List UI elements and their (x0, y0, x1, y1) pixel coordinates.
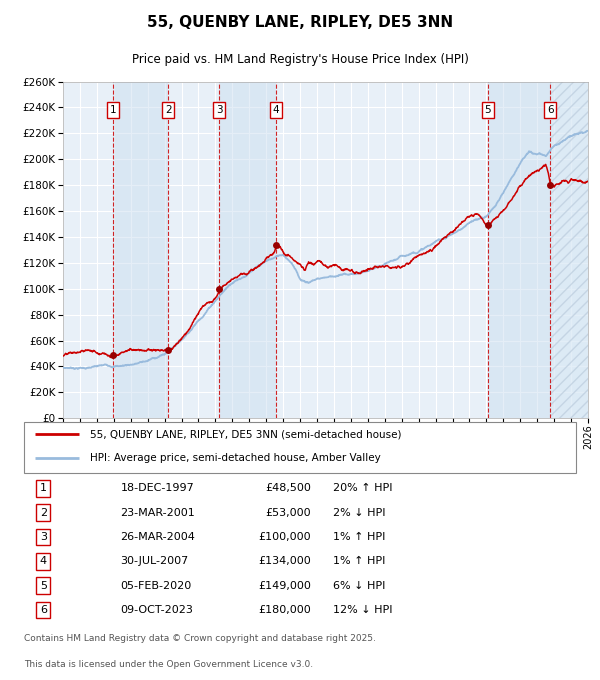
Text: 09-OCT-2023: 09-OCT-2023 (121, 605, 193, 615)
Text: 26-MAR-2004: 26-MAR-2004 (121, 532, 196, 542)
Text: £180,000: £180,000 (258, 605, 311, 615)
Text: 6: 6 (547, 105, 554, 115)
Text: 3: 3 (216, 105, 223, 115)
Text: 1: 1 (110, 105, 116, 115)
Text: 2% ↓ HPI: 2% ↓ HPI (333, 507, 386, 517)
Text: 20% ↑ HPI: 20% ↑ HPI (333, 483, 392, 493)
Text: 6: 6 (40, 605, 47, 615)
Text: £53,000: £53,000 (265, 507, 311, 517)
Text: 30-JUL-2007: 30-JUL-2007 (121, 556, 189, 566)
Text: Price paid vs. HM Land Registry's House Price Index (HPI): Price paid vs. HM Land Registry's House … (131, 53, 469, 66)
Text: Contains HM Land Registry data © Crown copyright and database right 2025.: Contains HM Land Registry data © Crown c… (24, 634, 376, 643)
Text: 4: 4 (273, 105, 280, 115)
Text: 55, QUENBY LANE, RIPLEY, DE5 3NN: 55, QUENBY LANE, RIPLEY, DE5 3NN (147, 15, 453, 30)
Text: 2: 2 (40, 507, 47, 517)
Text: 1% ↑ HPI: 1% ↑ HPI (333, 532, 385, 542)
Text: 6% ↓ HPI: 6% ↓ HPI (333, 581, 385, 591)
Bar (220, 82, 276, 418)
Text: 5: 5 (485, 105, 491, 115)
Text: 05-FEB-2020: 05-FEB-2020 (121, 581, 192, 591)
Text: 1% ↑ HPI: 1% ↑ HPI (333, 556, 385, 566)
Text: 5: 5 (40, 581, 47, 591)
Text: 55, QUENBY LANE, RIPLEY, DE5 3NN (semi-detached house): 55, QUENBY LANE, RIPLEY, DE5 3NN (semi-d… (90, 429, 402, 439)
Text: This data is licensed under the Open Government Licence v3.0.: This data is licensed under the Open Gov… (24, 660, 313, 668)
Text: 1: 1 (40, 483, 47, 493)
Text: £100,000: £100,000 (259, 532, 311, 542)
Text: £48,500: £48,500 (265, 483, 311, 493)
Text: £149,000: £149,000 (258, 581, 311, 591)
Text: 12% ↓ HPI: 12% ↓ HPI (333, 605, 392, 615)
Text: 23-MAR-2001: 23-MAR-2001 (121, 507, 196, 517)
Text: 18-DEC-1997: 18-DEC-1997 (121, 483, 194, 493)
Bar (550, 82, 588, 418)
Bar (488, 82, 550, 418)
Text: HPI: Average price, semi-detached house, Amber Valley: HPI: Average price, semi-detached house,… (90, 454, 381, 463)
Text: 3: 3 (40, 532, 47, 542)
FancyBboxPatch shape (24, 422, 576, 473)
Text: 4: 4 (40, 556, 47, 566)
Text: 2: 2 (165, 105, 172, 115)
Bar (113, 82, 169, 418)
Text: £134,000: £134,000 (258, 556, 311, 566)
